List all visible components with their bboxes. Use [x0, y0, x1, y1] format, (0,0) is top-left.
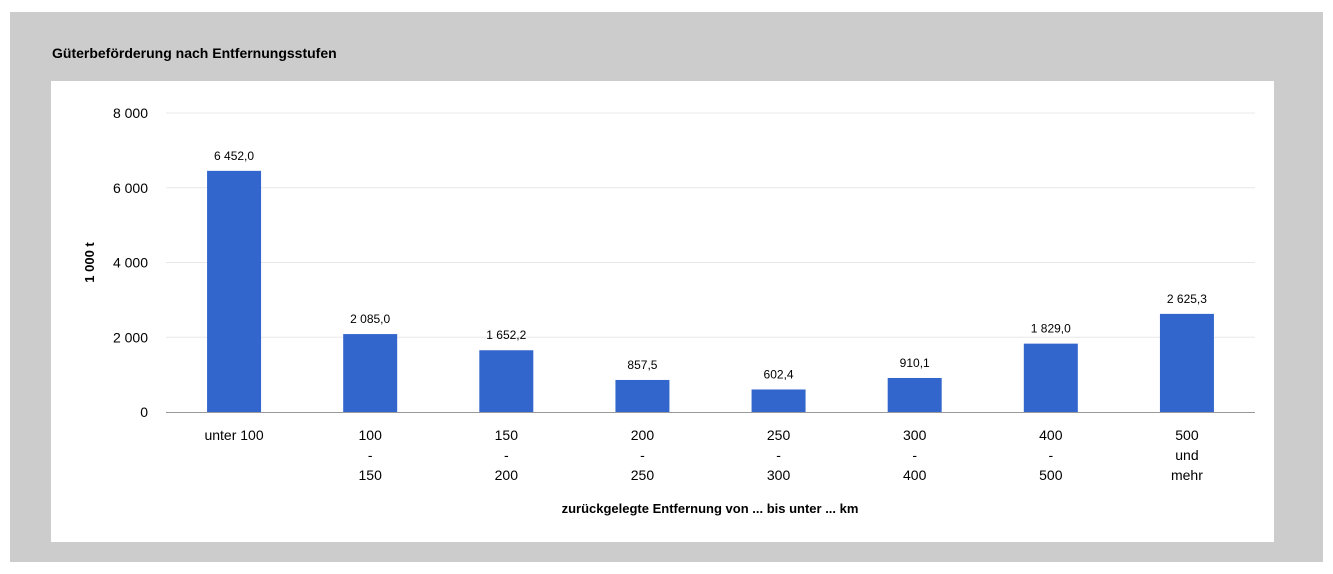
chart-title: Güterbeförderung nach Entfernungsstufen [52, 45, 337, 61]
x-tick-label: 250 [767, 427, 791, 443]
x-tick-label: 300 [767, 467, 791, 483]
bar [343, 334, 398, 412]
value-label: 1 829,0 [1031, 322, 1071, 336]
x-tick-label: 200 [495, 467, 519, 483]
x-tick-label: 250 [631, 467, 655, 483]
value-label: 910,1 [900, 356, 930, 370]
value-label: 2 625,3 [1167, 292, 1207, 306]
x-tick-labels: unter 100 100 - 150 150 - 200 200 - 250 250 - 300 300… [204, 427, 1203, 483]
x-tick-label: 300 [903, 427, 927, 443]
x-tick-label: 500 [1039, 467, 1063, 483]
bar [479, 350, 534, 412]
x-tick-label: - [504, 447, 509, 463]
grid-lines [166, 112, 1255, 338]
x-tick-label: - [368, 447, 373, 463]
bars [207, 170, 1214, 412]
bar [1159, 313, 1214, 412]
x-tick-label: 500 [1175, 427, 1199, 443]
x-tick-label: und [1175, 447, 1198, 463]
x-tick-label: unter 100 [204, 427, 263, 443]
value-label: 857,5 [627, 358, 657, 372]
x-tick-label: mehr [1171, 467, 1203, 483]
value-label: 1 652,2 [486, 328, 526, 342]
bar [615, 379, 670, 412]
x-tick-label: 150 [359, 467, 383, 483]
x-tick-label: - [776, 447, 781, 463]
value-labels: 6 452,0 2 085,0 1 652,2 857,5 602,4 910,1 1 82… [214, 149, 1207, 382]
y-tick-labels: 0 2 000 4 000 6 000 8 000 [113, 105, 148, 420]
bar [207, 170, 262, 412]
x-tick-label: - [640, 447, 645, 463]
x-tick-label: - [912, 447, 917, 463]
x-tick-label: 150 [495, 427, 519, 443]
y-axis-label: 1 000 t [82, 242, 97, 283]
value-label: 2 085,0 [350, 312, 390, 326]
bar [887, 377, 942, 412]
value-label: 6 452,0 [214, 149, 254, 163]
y-tick-label: 2 000 [113, 329, 148, 345]
x-tick-label: 400 [1039, 427, 1063, 443]
y-tick-label: 0 [140, 404, 148, 420]
value-label: 602,4 [764, 367, 794, 381]
y-tick-label: 8 000 [113, 105, 148, 121]
y-tick-label: 4 000 [113, 255, 148, 271]
bar [1023, 343, 1078, 412]
bar [751, 389, 806, 412]
x-tick-label: 400 [903, 467, 927, 483]
x-tick-label: 200 [631, 427, 655, 443]
y-tick-label: 6 000 [113, 180, 148, 196]
x-tick-label: - [1048, 447, 1053, 463]
x-axis-label: zurückgelegte Entfernung von ... bis unt… [562, 501, 859, 516]
x-tick-label: 100 [359, 427, 383, 443]
